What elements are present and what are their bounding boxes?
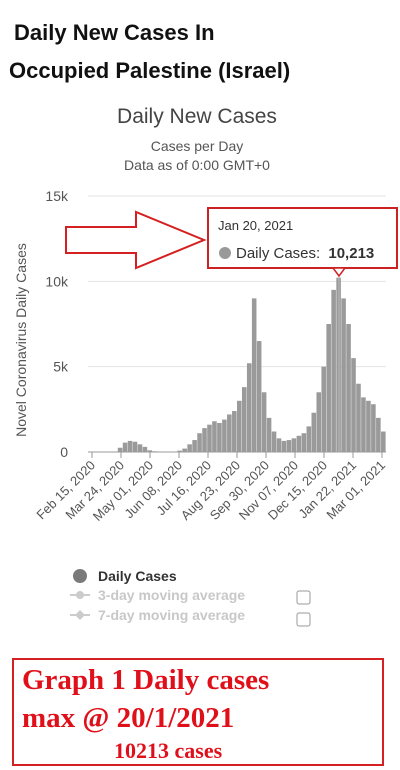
heading-line-2: Occupied Palestine (Israel) (9, 58, 291, 83)
legend-marker-daily-cases (73, 569, 87, 583)
bar (182, 448, 187, 452)
bar (122, 442, 128, 452)
caption-box: Graph 1 Daily cases max @ 20/1/2021 1021… (12, 658, 384, 766)
bar (212, 421, 217, 452)
daily-cases-chart: Daily New Cases Cases per Day Data as of… (13, 105, 398, 627)
bar (152, 451, 158, 452)
y-tick-label: 0 (60, 444, 68, 460)
bar (187, 444, 192, 452)
heading-line-1: Daily New Cases In (14, 20, 215, 45)
bar (137, 444, 143, 452)
legend-item-3-day-average[interactable]: 3-day moving average (70, 587, 311, 605)
bar (197, 433, 202, 452)
bar (172, 451, 177, 452)
bar (311, 412, 317, 452)
legend-label-3-day: 3-day moving average (98, 587, 245, 603)
bar (227, 414, 232, 452)
bar (276, 438, 282, 452)
bar (202, 428, 207, 452)
bar (142, 446, 148, 452)
bar (117, 447, 123, 452)
bar (127, 440, 133, 452)
bar (271, 431, 277, 452)
bar (301, 433, 307, 452)
bar (281, 440, 287, 452)
bar (346, 324, 351, 452)
legend-item-7-day-average[interactable]: 7-day moving average (70, 607, 311, 627)
bar (341, 298, 346, 452)
bar (351, 358, 356, 452)
bar (192, 440, 197, 452)
tooltip-pointer (331, 267, 347, 278)
y-tick-label: 10k (45, 273, 69, 289)
tooltip: Jan 20, 2021 Daily Cases: 10,213 (207, 207, 398, 452)
svg-text:Daily Cases: 10,213: Daily Cases: 10,213 (236, 245, 374, 262)
legend-checkbox-3-day[interactable] (296, 590, 311, 605)
caption-line-1: Graph 1 Daily cases (22, 664, 270, 696)
legend: Daily Cases 3-day moving average 7-day m… (70, 568, 311, 627)
bar (321, 366, 326, 452)
tooltip-box (207, 207, 398, 269)
bar (316, 392, 322, 452)
bar (241, 387, 247, 452)
bar (296, 435, 302, 452)
y-axis-label: Novel Coronavirus Daily Cases (13, 243, 29, 437)
bar (266, 417, 272, 452)
bar (291, 438, 297, 452)
bar (381, 431, 386, 452)
red-arrow-annotation (65, 210, 207, 270)
bar (306, 426, 312, 452)
bar (147, 450, 153, 452)
bar (371, 404, 376, 452)
bar (207, 424, 212, 452)
legend-label-7-day: 7-day moving average (98, 607, 245, 623)
tooltip-label: Daily Cases: (236, 245, 320, 262)
bar (251, 298, 257, 452)
bar (217, 422, 222, 452)
chart-subtitle-1: Cases per Day (151, 138, 244, 154)
tooltip-value: 10,213 (328, 245, 374, 262)
bar (331, 289, 336, 452)
legend-checkbox-7-day[interactable] (296, 612, 311, 627)
legend-item-daily-cases[interactable]: Daily Cases (73, 568, 177, 584)
legend-marker-3-day (76, 591, 84, 599)
y-tick-label: 5k (53, 359, 69, 375)
bar (222, 419, 227, 452)
y-tick-label: 15k (45, 188, 69, 204)
bar (261, 392, 267, 452)
chart-title: Daily New Cases (117, 105, 277, 128)
bar (376, 417, 381, 452)
bar-series-daily-cases (117, 277, 386, 452)
caption-line-2: max @ 20/1/2021 (22, 702, 235, 734)
bar (326, 324, 331, 452)
bar (246, 363, 252, 452)
y-tick-labels: 0 5k 10k 15k (45, 188, 69, 460)
caption-line-3: 10213 cases (114, 738, 223, 763)
bar (237, 400, 242, 452)
bar (177, 450, 182, 452)
bar (132, 441, 138, 452)
chart-subtitle-2: Data as of 0:00 GMT+0 (124, 157, 270, 173)
bar (366, 400, 371, 452)
bar (256, 341, 262, 452)
bar (286, 440, 292, 452)
legend-label-daily-cases: Daily Cases (98, 568, 177, 584)
legend-marker-7-day (75, 610, 85, 620)
bar (356, 383, 361, 452)
tooltip-marker (219, 247, 231, 259)
bar (361, 397, 366, 452)
bar (232, 411, 237, 452)
tooltip-date: Jan 20, 2021 (218, 218, 293, 233)
